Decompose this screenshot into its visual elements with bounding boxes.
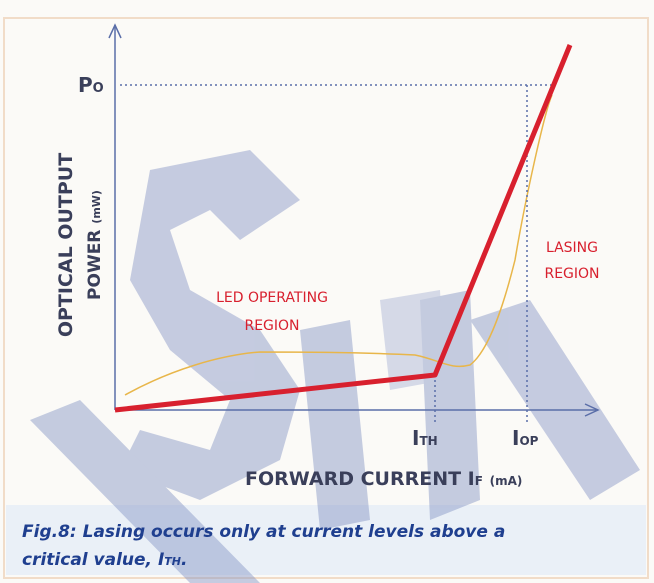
diagram: PO ITH IOP OPTICAL OUTPUT POWER (mW) FOR… <box>0 0 654 583</box>
label-sub: O <box>93 81 104 96</box>
label-main: I <box>512 426 519 450</box>
caption-end: . <box>181 550 187 570</box>
led-region-line1: LED OPERATING <box>216 290 328 306</box>
lasing-region-line1: LASING <box>546 240 598 256</box>
label-main: POWER <box>85 230 105 300</box>
caption-line1: Fig.8: Lasing occurs only at current lev… <box>22 522 505 542</box>
caption-line2: critical value, ITH. <box>22 550 187 570</box>
led-region-line2: REGION <box>244 318 299 334</box>
label-main: I <box>412 426 419 450</box>
label-main: P <box>78 73 93 97</box>
y-label-line1: OPTICAL OUTPUT <box>55 153 77 337</box>
caption-symbol-sub: TH <box>164 555 181 568</box>
label-sub: OP <box>519 434 538 448</box>
label-unit: (mW) <box>90 190 103 224</box>
caption-text: critical value, <box>22 550 158 570</box>
label-sub: F <box>475 474 483 488</box>
lasing-region-line2: REGION <box>544 266 599 282</box>
label-unit: (mA) <box>490 474 523 488</box>
label-sub: TH <box>419 434 437 448</box>
label-main: FORWARD CURRENT I <box>245 468 475 490</box>
